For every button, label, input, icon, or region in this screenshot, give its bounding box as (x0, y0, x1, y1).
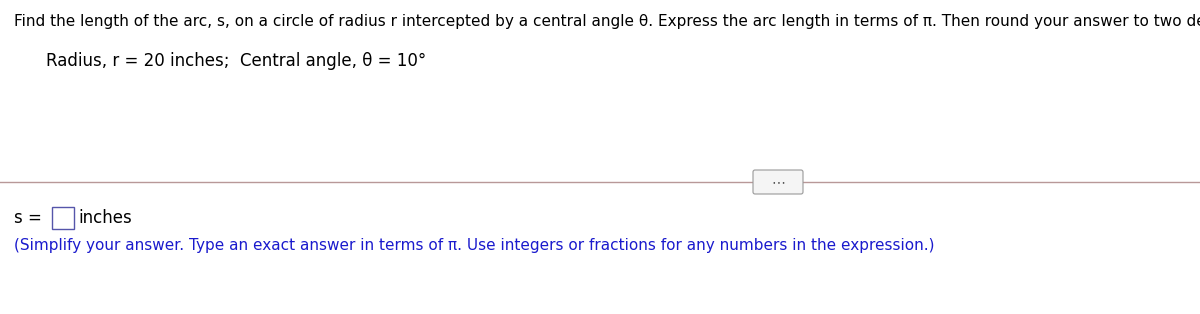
Text: inches: inches (78, 209, 132, 227)
Text: s =: s = (14, 209, 47, 227)
Text: Find the length of the arc, s, on a circle of radius r intercepted by a central : Find the length of the arc, s, on a circ… (14, 14, 1200, 29)
FancyBboxPatch shape (754, 170, 803, 194)
Text: Radius, r = 20 inches;  Central angle, θ = 10°: Radius, r = 20 inches; Central angle, θ … (46, 52, 426, 70)
FancyBboxPatch shape (52, 207, 74, 229)
Text: ⋯: ⋯ (772, 175, 785, 189)
Text: (Simplify your answer. Type an exact answer in terms of π. Use integers or fract: (Simplify your answer. Type an exact ans… (14, 238, 935, 253)
